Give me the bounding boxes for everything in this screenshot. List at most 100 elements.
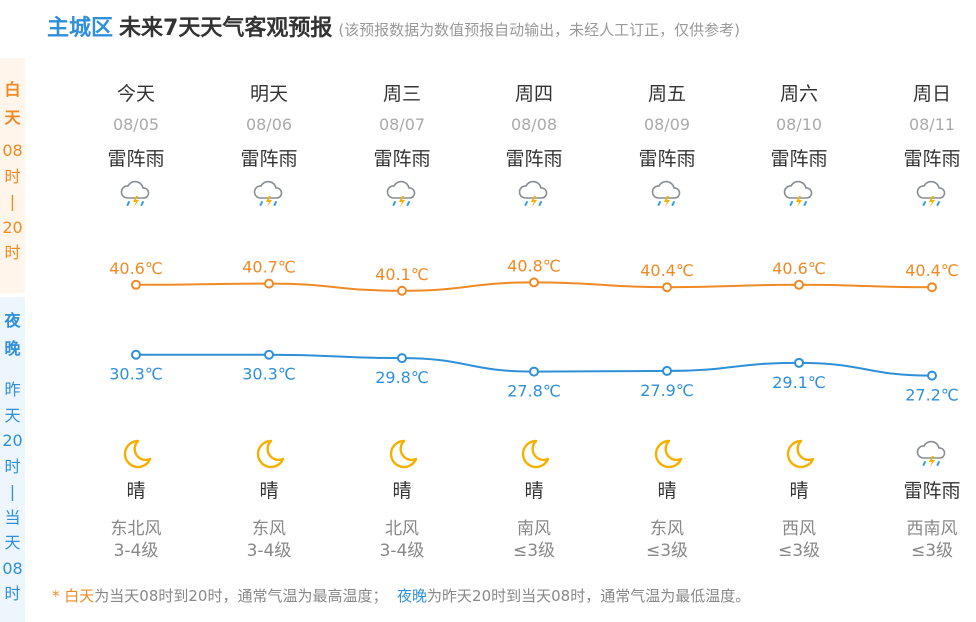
date-label: 08/07 — [378, 115, 426, 134]
night-weather-label: 雷阵雨 — [903, 480, 961, 502]
date-label: 08/08 — [510, 115, 558, 134]
thunderstorm-icon — [251, 176, 287, 212]
daytime-label: 白 天 — [4, 80, 21, 127]
wind-direction: 西风 — [782, 519, 816, 539]
day-column: 周日 08/11 雷阵雨 — [887, 80, 976, 212]
night-weather-label: 晴 — [657, 480, 677, 502]
night-column: 雷阵雨 西南风 ≤3级 — [887, 436, 976, 562]
day-label: 周四 — [514, 83, 553, 105]
low-temp-point — [397, 353, 407, 364]
thunderstorm-icon — [914, 176, 950, 212]
date-label: 08/09 — [643, 115, 691, 134]
day-label: 周日 — [912, 83, 951, 105]
wind-direction: 西南风 — [906, 519, 958, 539]
day-label: 周三 — [382, 83, 421, 105]
day-column: 周六 08/10 雷阵雨 — [754, 80, 844, 212]
low-temp-label: 29.8℃ — [375, 368, 429, 387]
day-column: 周四 08/08 雷阵雨 — [489, 80, 579, 212]
day-weather-label: 雷阵雨 — [903, 148, 961, 170]
high-temp-label: 40.4℃ — [640, 261, 694, 280]
low-temp-label: 27.8℃ — [507, 382, 561, 401]
night-column: 晴东北风 3-4级 — [91, 436, 181, 562]
page-title: 未来7天天气客观预报 — [119, 16, 333, 41]
high-temp-point — [131, 279, 141, 290]
high-temp-point — [927, 282, 937, 293]
thunderstorm-icon — [914, 436, 950, 472]
night-weather-label: 晴 — [392, 480, 412, 502]
high-temp-label: 40.7℃ — [242, 258, 296, 277]
night-weather-label: 晴 — [126, 480, 146, 502]
day-weather-label: 雷阵雨 — [770, 148, 828, 170]
wind-direction: 东风 — [252, 519, 286, 539]
wind-direction: 北风 — [385, 519, 419, 539]
day-column: 今天 08/05 雷阵雨 — [91, 80, 181, 212]
low-temp-point — [794, 357, 804, 368]
day-weather-label: 雷阵雨 — [240, 148, 298, 170]
date-label: 08/06 — [245, 115, 293, 134]
date-label: 08/05 — [112, 115, 160, 134]
low-temp-label: 30.3℃ — [242, 365, 296, 384]
night-hours-label: 昨 天 20 时 | 当 天 08 时 — [2, 380, 23, 603]
night-side-label: 夜 晚 昨 天 20 时 | 当 天 08 时 — [0, 297, 25, 622]
moon-icon — [649, 436, 685, 472]
wind-level: ≤3级 — [645, 541, 689, 561]
day-weather-label: 雷阵雨 — [638, 148, 696, 170]
moon-icon — [516, 436, 552, 472]
high-temp-point — [662, 282, 672, 293]
thunderstorm-icon — [118, 176, 154, 212]
day-label: 明天 — [249, 83, 288, 105]
low-temp-label: 29.1℃ — [772, 373, 826, 392]
daytime-side-label: 白 天 08 时 | 20 时 — [0, 58, 25, 293]
low-temp-point — [529, 366, 539, 377]
night-column: 晴东风 ≤3级 — [622, 436, 712, 562]
low-temp-label: 27.9℃ — [640, 381, 694, 400]
date-label: 08/10 — [775, 115, 823, 134]
moon-icon — [118, 436, 154, 472]
thunderstorm-icon — [649, 176, 685, 212]
thunderstorm-icon — [781, 176, 817, 212]
night-column: 晴西风 ≤3级 — [754, 436, 844, 562]
high-temp-label: 40.1℃ — [375, 265, 429, 284]
day-column: 周三 08/07 雷阵雨 — [357, 80, 447, 212]
page-header: 主城区 未来7天天气客观预报 (该预报数据为数值预报自动输出，未经人工订正，仅供参考… — [47, 10, 740, 42]
night-weather-label: 晴 — [259, 480, 279, 502]
low-temp-label: 27.2℃ — [905, 386, 959, 405]
wind-level: 3-4级 — [113, 541, 159, 561]
high-temp-point — [397, 285, 407, 296]
night-column: 晴东风 3-4级 — [224, 436, 314, 562]
wind-level: 3-4级 — [246, 541, 292, 561]
night-weather-label: 晴 — [789, 480, 809, 502]
thunderstorm-icon — [384, 176, 420, 212]
day-column: 周五 08/09 雷阵雨 — [622, 80, 712, 212]
low-temp-point — [264, 349, 274, 360]
low-temp-label: 30.3℃ — [109, 365, 163, 384]
wind-direction: 东风 — [650, 519, 684, 539]
low-temp-point — [131, 349, 141, 360]
thunderstorm-icon — [516, 176, 552, 212]
moon-icon — [384, 436, 420, 472]
day-label: 今天 — [116, 83, 155, 105]
night-label: 夜 晚 — [4, 311, 21, 358]
wind-direction: 东北风 — [110, 519, 162, 539]
moon-icon — [781, 436, 817, 472]
night-column: 晴南风 ≤3级 — [489, 436, 579, 562]
high-temp-point — [529, 277, 539, 288]
date-label: 08/11 — [908, 115, 956, 134]
forecast-disclaimer: (该预报数据为数值预报自动输出，未经人工订正，仅供参考) — [338, 21, 741, 39]
night-weather-label: 晴 — [524, 480, 544, 502]
wind-level: 3-4级 — [379, 541, 425, 561]
daytime-hours-label: 08 时 | 20 时 — [2, 141, 23, 262]
low-temp-point — [662, 365, 672, 376]
high-temp-point — [264, 278, 274, 289]
city-name[interactable]: 主城区 — [47, 16, 114, 41]
day-label: 周六 — [779, 83, 818, 105]
high-temp-label: 40.4℃ — [905, 261, 959, 280]
day-column: 明天 08/06 雷阵雨 — [224, 80, 314, 212]
high-temp-point — [794, 279, 804, 290]
footnote-day-term: 白天 — [64, 587, 95, 605]
high-temp-label: 40.8℃ — [507, 256, 561, 275]
low-temp-point — [927, 370, 937, 381]
temperature-chart: 40.6℃ 40.7℃ 40.1℃ 40.8℃ 40.4℃ 40.6℃ 40.4℃ 30.3℃… — [109, 256, 959, 405]
footnote-night-term: 夜晚 — [397, 587, 428, 605]
high-temp-label: 40.6℃ — [109, 259, 163, 278]
